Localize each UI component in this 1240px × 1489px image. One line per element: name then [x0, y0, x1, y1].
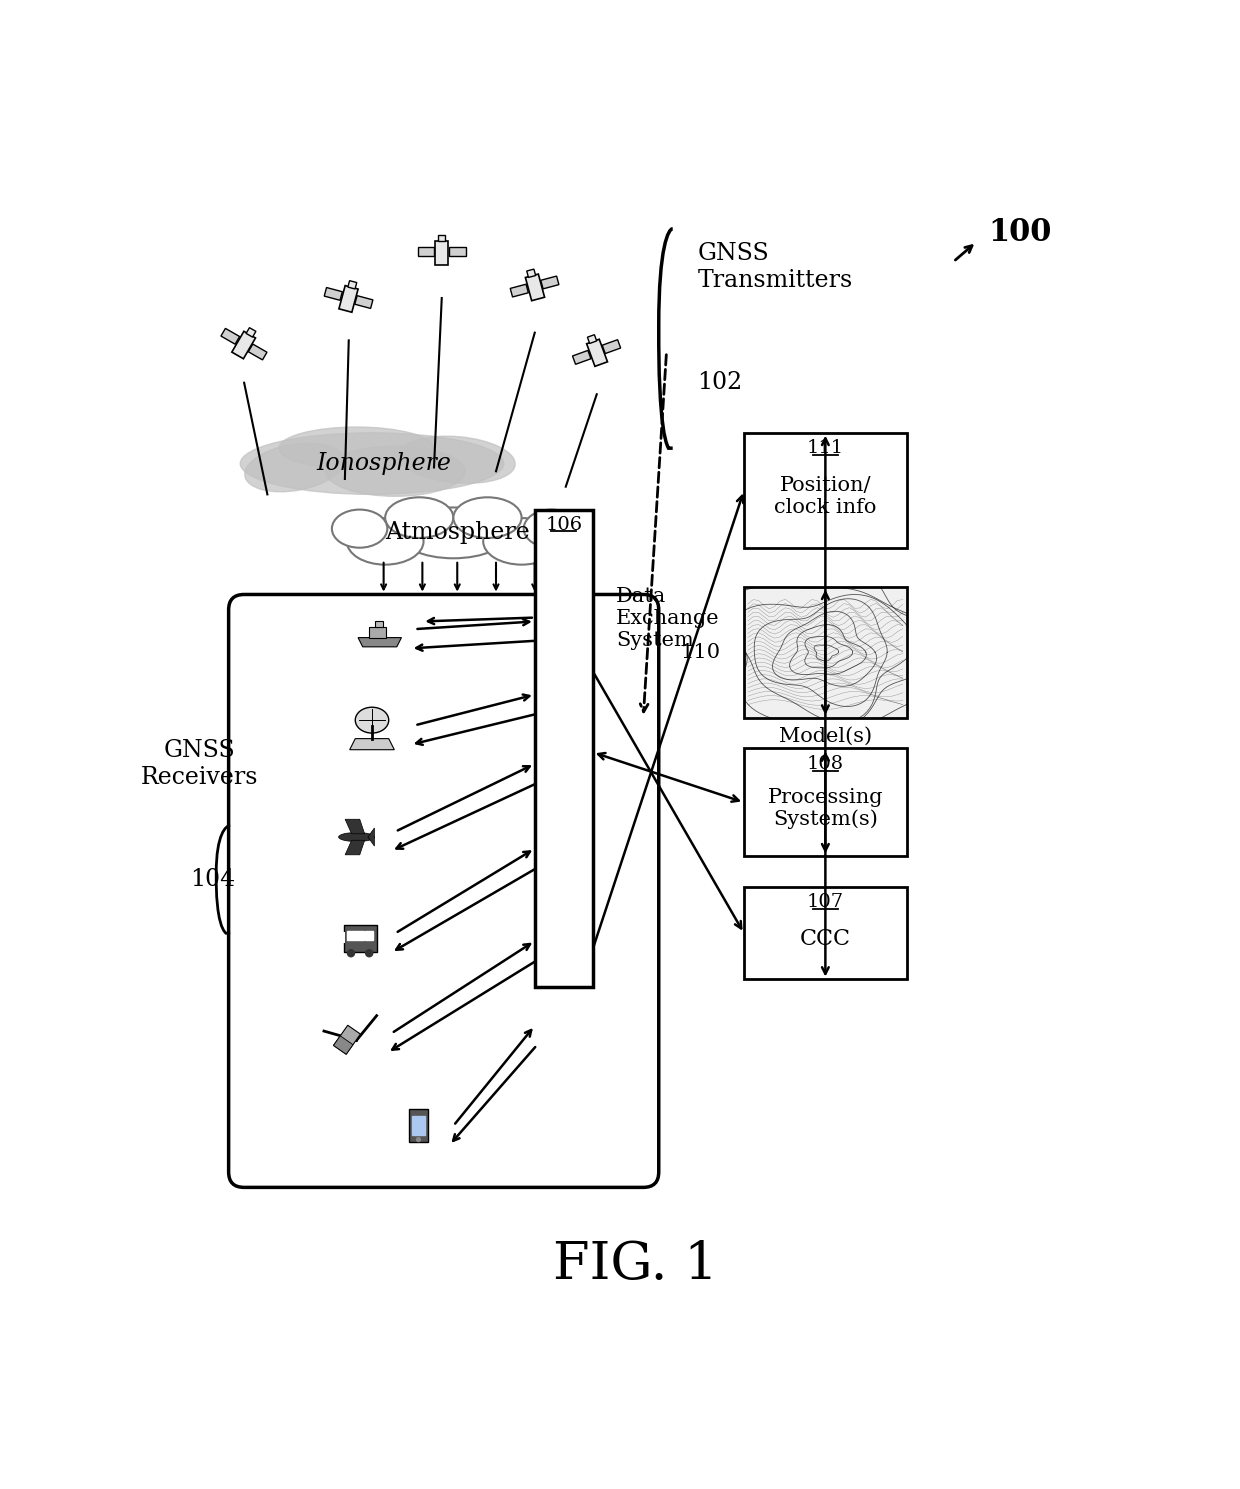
Ellipse shape [399, 436, 515, 484]
Bar [534, 509, 593, 987]
Bar [374, 621, 383, 627]
Text: 108: 108 [807, 755, 844, 773]
Bar [418, 247, 434, 256]
Bar [355, 296, 373, 308]
Bar [588, 335, 596, 344]
Circle shape [366, 950, 373, 957]
Ellipse shape [339, 832, 374, 841]
Bar [510, 284, 528, 296]
Text: Data
Exchange
System: Data Exchange System [616, 587, 719, 649]
Circle shape [347, 950, 355, 957]
Bar [232, 331, 255, 359]
Bar [246, 328, 255, 337]
Bar [587, 339, 608, 366]
Text: Ionosphere: Ionosphere [316, 453, 451, 475]
Bar [449, 247, 465, 256]
Text: Atmosphere: Atmosphere [384, 521, 529, 545]
Bar [412, 1117, 425, 1136]
Bar [744, 749, 906, 856]
Ellipse shape [332, 509, 387, 548]
Bar [744, 587, 906, 718]
Ellipse shape [398, 508, 508, 558]
Text: FIG. 1: FIG. 1 [553, 1239, 718, 1289]
Bar [334, 1036, 353, 1054]
Bar [573, 350, 591, 365]
Ellipse shape [347, 518, 424, 564]
Ellipse shape [484, 518, 560, 564]
Text: Position/
clock info: Position/ clock info [774, 476, 877, 517]
Ellipse shape [355, 707, 389, 733]
Text: CCC: CCC [800, 929, 851, 950]
Bar [744, 887, 906, 980]
Bar [221, 329, 239, 344]
Text: Processing
System(s): Processing System(s) [768, 788, 883, 829]
Ellipse shape [523, 509, 579, 548]
Bar [409, 1109, 428, 1142]
Text: Model(s): Model(s) [779, 727, 872, 746]
Text: 104: 104 [191, 868, 236, 890]
Ellipse shape [386, 497, 454, 538]
Text: 111: 111 [807, 439, 844, 457]
Polygon shape [345, 840, 365, 855]
Polygon shape [345, 819, 365, 834]
Polygon shape [350, 739, 394, 750]
Text: GNSS
Receivers: GNSS Receivers [141, 739, 259, 789]
Bar [356, 931, 365, 940]
Bar [339, 286, 358, 313]
Bar [541, 275, 559, 289]
Bar [438, 235, 445, 241]
Circle shape [417, 1138, 420, 1142]
Bar [603, 339, 621, 353]
Bar [334, 1026, 361, 1054]
Polygon shape [368, 828, 374, 846]
Ellipse shape [241, 433, 503, 494]
Bar [347, 931, 356, 940]
Bar [348, 280, 357, 289]
Text: 110: 110 [681, 643, 720, 661]
Polygon shape [358, 637, 402, 646]
Ellipse shape [279, 427, 434, 469]
Bar [527, 270, 536, 277]
Bar [345, 926, 377, 951]
Ellipse shape [454, 497, 522, 538]
Ellipse shape [325, 447, 465, 496]
Text: 100: 100 [988, 217, 1052, 249]
Text: 107: 107 [807, 893, 844, 911]
Bar [324, 287, 342, 301]
Bar [744, 433, 906, 548]
Text: GNSS
Transmitters: GNSS Transmitters [697, 243, 853, 292]
Text: 102: 102 [697, 371, 743, 395]
Ellipse shape [244, 444, 345, 491]
Bar [365, 931, 373, 940]
Bar [370, 627, 386, 637]
Bar [435, 241, 449, 265]
Bar [248, 344, 267, 360]
Bar [526, 274, 544, 301]
Text: 106: 106 [546, 517, 583, 535]
